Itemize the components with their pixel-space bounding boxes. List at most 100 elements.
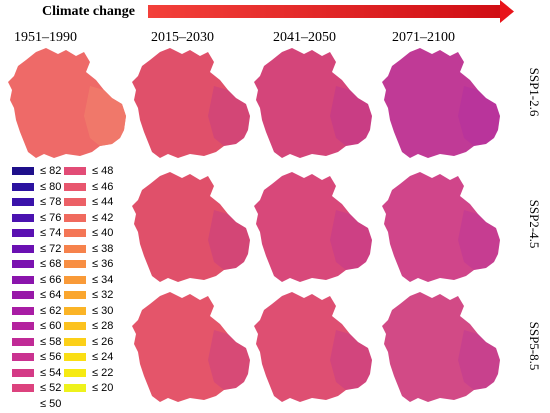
scenario-label-ssp5-8-5: SSP5-8.5: [527, 321, 542, 371]
legend-swatch: [64, 260, 86, 268]
legend-item: ≤ 22: [64, 367, 113, 379]
legend-item: ≤ 38: [64, 243, 113, 255]
legend-item: ≤ 26: [64, 336, 113, 348]
period-label-2071-2100: 2071–2100: [392, 30, 455, 45]
legend-swatch: [12, 182, 34, 191]
legend-swatch: [12, 198, 34, 206]
legend-label: ≤ 64: [40, 289, 62, 301]
scenario-label-ssp1-2-6: SSP1-2.6: [527, 67, 542, 117]
legend-label: ≤ 38: [92, 242, 114, 255]
legend-item: ≤ 32: [64, 289, 113, 301]
legend-item: ≤ 34: [64, 274, 113, 286]
legend-item: ≤ 74: [12, 227, 61, 239]
legend-label: ≤ 30: [92, 304, 114, 317]
legend-swatch: [64, 229, 86, 237]
legend-item: ≤ 46: [64, 181, 113, 193]
legend-swatch: [12, 400, 34, 408]
legend-swatch: [64, 198, 86, 206]
legend-label: ≤ 50: [40, 397, 62, 410]
legend-item: ≤ 78: [12, 196, 61, 208]
legend-label: ≤ 34: [92, 273, 114, 286]
map-ssp5-8-5-col-2: [254, 292, 372, 402]
period-label-2015-2030: 2015–2030: [151, 30, 214, 45]
legend-swatch: [64, 384, 86, 392]
legend-label: ≤ 58: [40, 335, 62, 348]
legend-label: ≤ 26: [92, 335, 114, 348]
legend-label: ≤ 68: [40, 258, 62, 270]
legend-item: ≤ 24: [64, 351, 113, 363]
legend-swatch: [64, 182, 86, 191]
legend-swatch: [12, 368, 34, 377]
legend-label: ≤ 76: [40, 211, 62, 224]
legend-swatch: [12, 353, 34, 361]
legend-label: ≤ 80: [40, 180, 62, 193]
legend-label: ≤ 56: [40, 351, 62, 363]
header-title: Climate change: [42, 4, 135, 19]
legend-item: ≤ 40: [64, 227, 113, 239]
period-label-1951-1990: 1951–1990: [14, 30, 77, 45]
period-label-2041-2050: 2041–2050: [273, 30, 336, 45]
legend-label: ≤ 22: [92, 366, 114, 379]
legend-label: ≤ 48: [92, 165, 114, 177]
legend-item: ≤ 66: [12, 274, 61, 286]
legend-label: ≤ 54: [40, 366, 62, 379]
legend-item: ≤ 36: [64, 258, 113, 270]
legend-swatch: [64, 291, 86, 299]
legend-item: ≤ 50: [12, 398, 61, 410]
legend-swatch: [64, 213, 86, 222]
map-ssp5-8-5-col-1: [132, 292, 250, 402]
legend-label: ≤ 32: [92, 289, 114, 301]
legend-swatch: [12, 306, 34, 315]
legend-swatch: [12, 229, 34, 237]
legend-item: ≤ 64: [12, 289, 61, 301]
legend-label: ≤ 74: [40, 227, 62, 239]
map-ssp2-4-5-col-1: [132, 172, 250, 282]
legend-swatch: [12, 167, 34, 175]
legend-label: ≤ 82: [40, 165, 62, 177]
legend-label: ≤ 20: [92, 382, 114, 394]
legend-item: ≤ 44: [64, 196, 113, 208]
map-ssp5-8-5-col-3: [382, 292, 500, 402]
legend-swatch: [64, 368, 86, 377]
map-ssp1-2-6-col-1: [132, 48, 250, 158]
legend-label: ≤ 40: [92, 227, 114, 239]
legend-item: ≤ 30: [64, 305, 113, 317]
legend-swatch: [12, 322, 34, 330]
legend-item: ≤ 72: [12, 243, 61, 255]
legend-swatch: [12, 244, 34, 253]
legend-item: ≤ 60: [12, 320, 61, 332]
legend-swatch: [12, 337, 34, 346]
legend-item: ≤ 48: [64, 165, 113, 177]
legend-swatch: [64, 306, 86, 315]
legend-label: ≤ 66: [40, 273, 62, 286]
legend-item: ≤ 62: [12, 305, 61, 317]
legend-swatch: [64, 167, 86, 175]
legend-item: ≤ 42: [64, 212, 113, 224]
legend-label: ≤ 52: [40, 382, 62, 394]
legend-swatch: [64, 322, 86, 330]
legend-label: ≤ 72: [40, 242, 62, 255]
legend-swatch: [12, 384, 34, 392]
legend-swatch: [12, 260, 34, 268]
legend-label: ≤ 44: [92, 196, 114, 208]
maps-layer: [8, 48, 500, 402]
legend-label: ≤ 28: [92, 320, 114, 332]
legend-swatch: [12, 213, 34, 222]
map-baseline-1951-1990: [8, 48, 126, 158]
map-ssp2-4-5-col-2: [254, 172, 372, 282]
legend-item: ≤ 82: [12, 165, 61, 177]
legend-item: ≤ 54: [12, 367, 61, 379]
legend-label: ≤ 24: [92, 351, 114, 363]
legend-swatch: [12, 275, 34, 284]
legend-item: ≤ 80: [12, 181, 61, 193]
legend-item: ≤ 56: [12, 351, 61, 363]
legend-item: ≤ 28: [64, 320, 113, 332]
legend-label: ≤ 78: [40, 196, 62, 208]
map-ssp1-2-6-col-2: [254, 48, 372, 158]
legend-label: ≤ 42: [92, 211, 114, 224]
legend-label: ≤ 62: [40, 304, 62, 317]
legend-label: ≤ 36: [92, 258, 114, 270]
scenario-label-ssp2-4-5: SSP2-4.5: [527, 199, 542, 249]
legend-swatch: [64, 337, 86, 346]
